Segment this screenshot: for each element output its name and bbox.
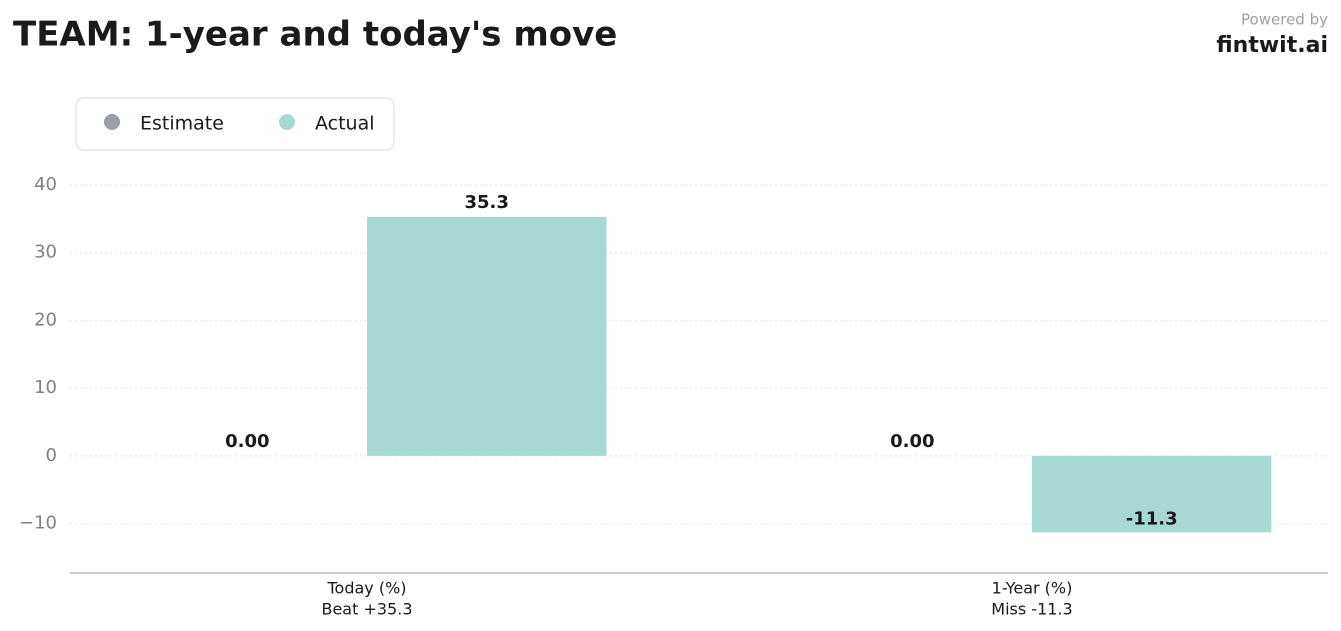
y-tick-label: −10 [19,513,57,534]
value-label: -11.3 [1126,508,1178,529]
x-tick-label: Today (%) [326,579,406,598]
x-tick-label: 1-Year (%) [992,579,1073,598]
legend-marker [279,114,295,130]
legend-box [75,97,395,151]
value-label: 35.3 [464,192,508,213]
value-label: 0.00 [225,431,269,452]
bar [1032,455,1272,533]
legend-label: Estimate [140,113,224,135]
bar [367,216,607,456]
chart-title: TEAM: 1-year and today's move [13,15,617,55]
credit: Powered by [1241,11,1328,29]
brand: fintwit.ai [1216,33,1328,58]
x-tick-sublabel: Miss -11.3 [991,600,1072,619]
value-label: 0.00 [890,431,934,452]
y-tick-label: 30 [34,242,57,263]
legend-label: Actual [315,113,375,135]
y-tick-label: 10 [34,377,57,398]
x-tick-sublabel: Beat +35.3 [321,600,412,619]
y-tick-label: 40 [34,174,57,195]
y-tick-label: 20 [34,309,57,330]
legend-marker [104,114,120,130]
y-tick-label: 0 [46,445,57,466]
